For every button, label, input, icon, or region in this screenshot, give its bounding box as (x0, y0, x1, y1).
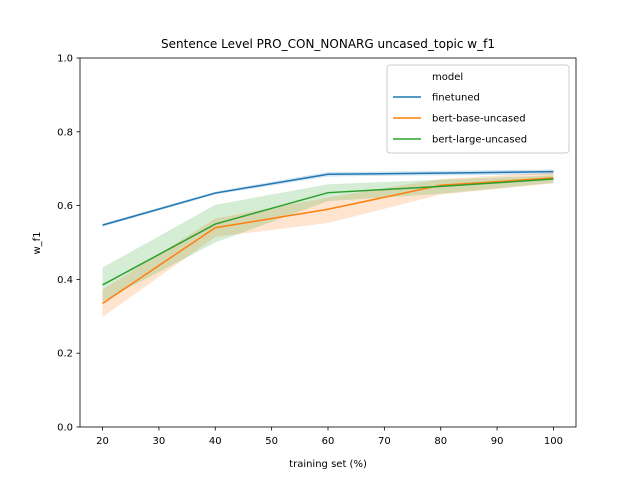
confidence-band-2 (102, 175, 554, 302)
y-tick-label: 0.0 (57, 423, 73, 434)
confidence-band-0 (102, 169, 554, 227)
series-line-2 (102, 178, 554, 286)
legend-box (386, 64, 570, 154)
x-tick-label: 60 (322, 436, 335, 447)
x-tick-label: 70 (378, 436, 391, 447)
x-tick-label: 100 (544, 436, 563, 447)
y-axis-label: w_f1 (32, 231, 43, 254)
legend-label: bert-large-uncased (432, 135, 527, 146)
y-tick-label: 0.4 (57, 275, 73, 286)
x-axis: 20 30 40 50 60 70 80 90 100 (96, 427, 563, 447)
y-tick-label: 0.8 (57, 127, 73, 138)
series-line-1 (102, 177, 554, 305)
x-tick-label: 50 (265, 436, 278, 447)
x-tick-label: 30 (153, 436, 166, 447)
x-axis-label: training set (%) (289, 459, 367, 470)
x-tick-label: 90 (491, 436, 504, 447)
chart-title: Sentence Level PRO_CON_NONARG uncased_to… (161, 37, 495, 51)
legend-label: bert-base-uncased (432, 114, 526, 125)
series-lines (102, 170, 554, 305)
confidence-bands (102, 169, 554, 318)
y-axis: 0.0 0.2 0.4 0.6 0.8 1.0 (57, 54, 80, 434)
legend: model finetuned bert-base-uncased bert-lar… (386, 64, 570, 154)
y-tick-label: 0.2 (57, 349, 73, 360)
legend-label: finetuned (432, 93, 480, 104)
y-tick-label: 1.0 (57, 54, 73, 65)
x-tick-label: 80 (434, 436, 447, 447)
x-tick-label: 20 (96, 436, 109, 447)
series-line-0 (102, 170, 554, 226)
confidence-band-1 (102, 172, 554, 318)
legend-title: model (432, 72, 463, 83)
x-tick-label: 40 (209, 436, 222, 447)
y-tick-label: 0.6 (57, 201, 73, 212)
